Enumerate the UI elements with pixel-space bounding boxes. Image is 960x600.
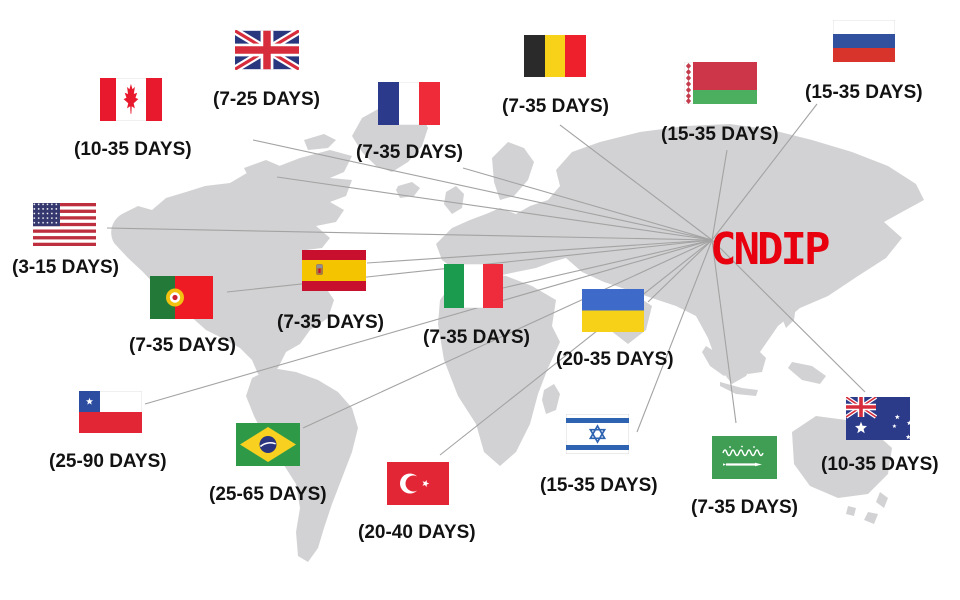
shipping-days-label: (7-35 DAYS) — [356, 142, 464, 163]
shipping-days-label: (7-35 DAYS) — [691, 497, 799, 518]
shipping-days-label: (7-35 DAYS) — [277, 312, 385, 333]
chile-flag-icon — [79, 391, 142, 433]
brazil-flag-icon — [236, 423, 300, 466]
portugal-flag-icon — [150, 276, 213, 319]
saudi-arabia-flag-icon — [712, 436, 777, 479]
russia-flag-icon — [833, 20, 895, 62]
italy-flag-icon — [444, 264, 503, 308]
shipping-days-label: (15-35 DAYS) — [805, 82, 923, 103]
ukraine-flag-icon — [582, 289, 644, 332]
shipping-days-label: (7-35 DAYS) — [502, 96, 610, 117]
shipping-days-label: (25-65 DAYS) — [209, 484, 327, 505]
brand-cndip: CNDIP — [710, 224, 830, 275]
shipping-days-label: (3-15 DAYS) — [12, 257, 120, 278]
belgium-flag-icon — [524, 35, 586, 77]
shipping-days-label: (15-35 DAYS) — [661, 124, 779, 145]
shipping-days-label: (15-35 DAYS) — [540, 475, 658, 496]
canada-flag-icon — [100, 78, 162, 121]
spain-flag-icon — [302, 250, 366, 291]
shipping-days-label: (10-35 DAYS) — [74, 139, 192, 160]
israel-flag-icon — [566, 414, 629, 454]
shipping-days-label: (20-35 DAYS) — [556, 349, 674, 370]
australia-flag-icon — [846, 397, 910, 440]
belarus-flag-icon — [684, 62, 757, 104]
shipping-days-label: (10-35 DAYS) — [821, 454, 939, 475]
shipping-days-label: (7-35 DAYS) — [423, 327, 531, 348]
france-flag-icon — [378, 82, 440, 125]
shipping-days-label: (7-25 DAYS) — [213, 89, 321, 110]
shipping-days-label: (20-40 DAYS) — [358, 522, 476, 543]
uk-flag-icon — [235, 30, 299, 70]
shipping-days-label: (7-35 DAYS) — [129, 335, 237, 356]
turkey-flag-icon — [387, 462, 449, 505]
shipping-days-label: (25-90 DAYS) — [49, 451, 167, 472]
usa-flag-icon — [33, 203, 96, 246]
